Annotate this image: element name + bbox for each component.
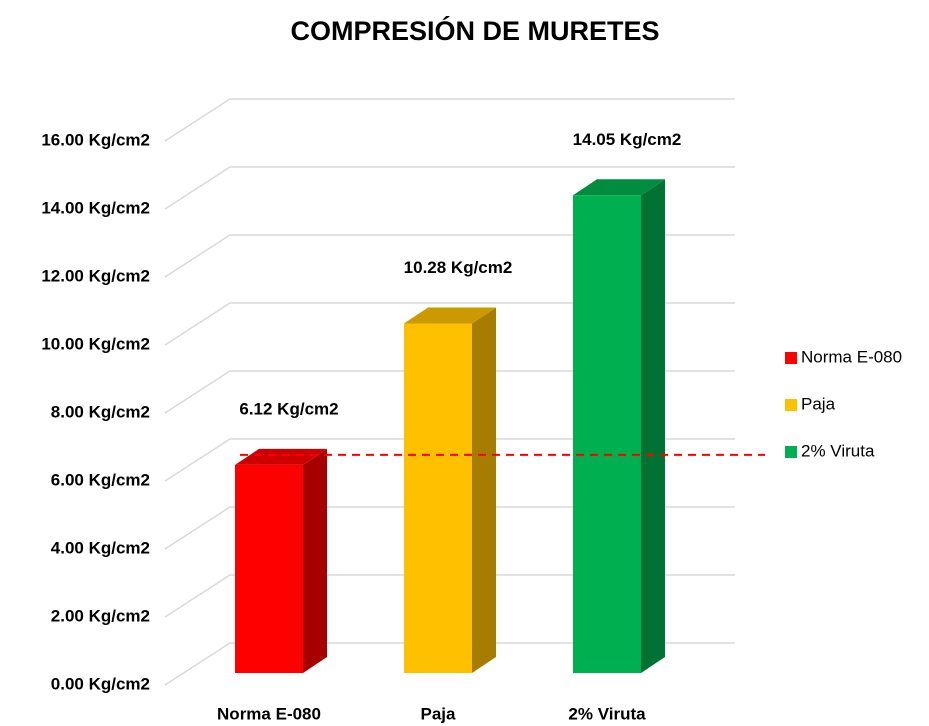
bar-front [404, 323, 472, 673]
grid-line [164, 574, 735, 618]
legend-label: Norma E-080 [801, 347, 902, 366]
legend-swatch [785, 352, 797, 364]
data-label: 6.12 Kg/cm2 [239, 399, 338, 418]
bar-side [472, 307, 496, 673]
grid-line [164, 166, 735, 210]
bar-top [235, 448, 327, 465]
y-tick-label: 4.00 Kg/cm2 [51, 538, 150, 557]
legend-swatch [785, 399, 797, 411]
y-tick-label: 0.00 Kg/cm2 [51, 674, 150, 693]
legend-label: 2% Viruta [801, 441, 875, 460]
bar-front [235, 464, 303, 673]
y-tick-label: 8.00 Kg/cm2 [51, 402, 150, 421]
chart-title: COMPRESIÓN DE MURETES [290, 15, 659, 46]
y-tick-label: 14.00 Kg/cm2 [41, 198, 150, 217]
grid-line [164, 370, 735, 414]
data-label: 10.28 Kg/cm2 [404, 258, 513, 277]
x-tick-label: 2% Viruta [568, 704, 646, 723]
grid-line [164, 98, 735, 142]
bar-side [641, 179, 665, 674]
grid-line [164, 302, 735, 346]
y-tick-label: 12.00 Kg/cm2 [41, 266, 150, 285]
y-tick-label: 6.00 Kg/cm2 [51, 470, 150, 489]
bar-top [404, 307, 496, 324]
grid-line [164, 506, 735, 550]
legend-swatch [785, 446, 797, 458]
bar-top [573, 179, 665, 196]
grid-line [164, 438, 735, 482]
legend-label: Paja [801, 394, 836, 413]
x-tick-label: Norma E-080 [217, 704, 321, 723]
grid-line [164, 234, 735, 278]
y-tick-label: 2.00 Kg/cm2 [51, 606, 150, 625]
x-tick-label: Paja [421, 704, 457, 723]
grid-line [164, 642, 735, 686]
data-label: 14.05 Kg/cm2 [573, 130, 682, 149]
y-tick-label: 16.00 Kg/cm2 [41, 130, 150, 149]
bar-side [303, 448, 327, 673]
y-tick-label: 10.00 Kg/cm2 [41, 334, 150, 353]
bar-front [573, 195, 641, 674]
